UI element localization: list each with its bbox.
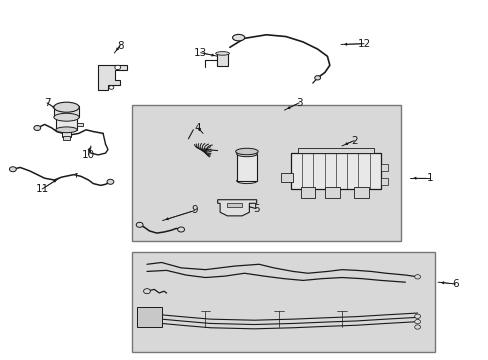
Bar bbox=[290, 153, 380, 189]
Circle shape bbox=[34, 126, 41, 131]
Bar bbox=[132, 252, 434, 352]
Text: 5: 5 bbox=[252, 204, 259, 214]
Text: 3: 3 bbox=[295, 98, 302, 108]
Text: 13: 13 bbox=[194, 48, 207, 58]
Bar bbox=[61, 129, 71, 137]
Bar bbox=[216, 53, 228, 66]
Ellipse shape bbox=[54, 102, 79, 112]
Circle shape bbox=[314, 76, 320, 80]
Text: 11: 11 bbox=[36, 184, 49, 194]
Circle shape bbox=[115, 65, 121, 69]
Bar bbox=[54, 107, 79, 117]
Ellipse shape bbox=[236, 178, 257, 184]
Polygon shape bbox=[137, 307, 161, 327]
Bar bbox=[353, 187, 368, 198]
Bar bbox=[77, 123, 83, 126]
Circle shape bbox=[414, 325, 420, 329]
Circle shape bbox=[414, 319, 420, 324]
Text: 9: 9 bbox=[191, 206, 198, 216]
Ellipse shape bbox=[215, 51, 229, 55]
Polygon shape bbox=[98, 65, 127, 90]
Ellipse shape bbox=[56, 127, 77, 133]
Text: 7: 7 bbox=[43, 98, 50, 108]
Circle shape bbox=[143, 289, 150, 294]
Bar bbox=[63, 136, 70, 140]
Circle shape bbox=[109, 86, 114, 89]
Ellipse shape bbox=[235, 148, 258, 155]
Bar bbox=[281, 173, 293, 182]
Circle shape bbox=[414, 314, 420, 319]
Circle shape bbox=[414, 275, 420, 279]
Ellipse shape bbox=[54, 113, 79, 121]
Text: 12: 12 bbox=[357, 39, 370, 49]
Circle shape bbox=[107, 179, 114, 184]
Text: 1: 1 bbox=[426, 173, 432, 183]
Polygon shape bbox=[217, 200, 256, 216]
Circle shape bbox=[9, 167, 16, 172]
Bar bbox=[380, 164, 387, 171]
Text: 10: 10 bbox=[81, 150, 95, 160]
Circle shape bbox=[136, 222, 143, 227]
Bar bbox=[236, 154, 257, 181]
Bar bbox=[300, 187, 315, 198]
Bar bbox=[380, 178, 387, 185]
Bar bbox=[325, 187, 339, 198]
Polygon shape bbox=[227, 203, 242, 207]
Text: 8: 8 bbox=[117, 41, 123, 50]
Ellipse shape bbox=[236, 151, 257, 157]
Text: 4: 4 bbox=[194, 123, 201, 133]
Text: 2: 2 bbox=[350, 136, 357, 145]
Bar bbox=[56, 116, 77, 130]
Bar bbox=[132, 105, 400, 241]
Text: 6: 6 bbox=[451, 279, 458, 289]
Circle shape bbox=[177, 227, 184, 232]
Bar bbox=[298, 148, 373, 153]
Ellipse shape bbox=[232, 35, 244, 41]
